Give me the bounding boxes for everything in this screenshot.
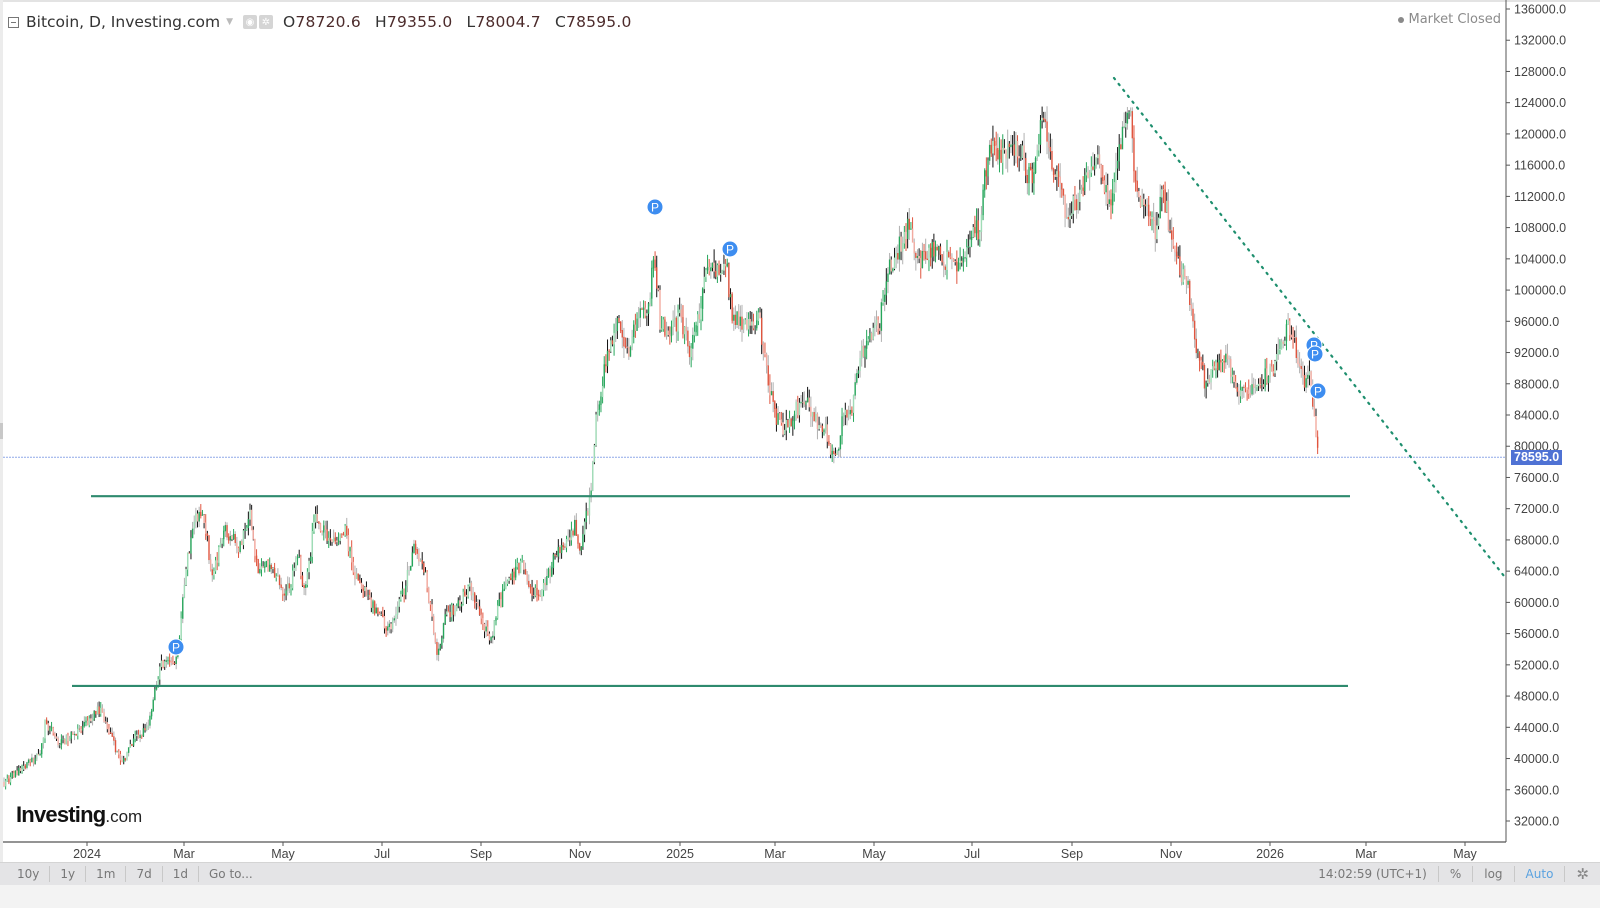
y-axis-label: 52000.0 — [1514, 658, 1559, 672]
collapse-legend-icon[interactable] — [8, 16, 19, 28]
left-resize-handle[interactable] — [0, 423, 3, 439]
clock-time[interactable]: 14:02:59 (UTC+1) — [1318, 867, 1427, 881]
x-axis-label: 2026 — [1256, 847, 1284, 861]
y-axis-label: 60000.0 — [1514, 596, 1559, 610]
resistance-trendline[interactable] — [1112, 76, 1506, 578]
x-axis-label: Sep — [1061, 847, 1083, 861]
y-axis-label: 120000.0 — [1514, 127, 1566, 141]
y-axis-label: 128000.0 — [1514, 65, 1566, 79]
y-axis-label: 40000.0 — [1514, 752, 1559, 766]
event-marker-label: P — [172, 641, 180, 655]
event-marker-icon[interactable] — [167, 638, 185, 656]
y-axis-label: 36000.0 — [1514, 783, 1559, 797]
x-axis-label: Mar — [173, 847, 195, 861]
settings-gear-icon[interactable]: ✲ — [258, 15, 273, 29]
y-axis-label: 56000.0 — [1514, 627, 1559, 641]
goto-button[interactable]: Go to... — [208, 867, 253, 881]
x-axis-label: 2024 — [73, 847, 101, 861]
x-axis-label: May — [1453, 847, 1477, 861]
event-marker-icon[interactable] — [721, 240, 739, 258]
visibility-icon[interactable]: ◉ — [242, 15, 257, 29]
open-key: O — [282, 13, 296, 31]
y-axis-label: 112000.0 — [1514, 190, 1565, 204]
event-marker-label: P — [651, 201, 659, 215]
event-marker-label: P — [726, 243, 734, 257]
range-10y-button[interactable]: 10y — [0, 866, 51, 882]
x-axis-label: Nov — [569, 847, 592, 861]
y-axis-label: 124000.0 — [1514, 96, 1566, 110]
y-axis-label: 68000.0 — [1514, 533, 1559, 547]
y-axis-label: 136000.0 — [1514, 3, 1566, 17]
logo-brand: Investing — [16, 802, 106, 827]
y-axis-label: 64000.0 — [1514, 565, 1559, 579]
logo-suffix: .com — [105, 807, 143, 826]
x-axis-label: Sep — [470, 847, 492, 861]
y-axis-label: 116000.0 — [1514, 159, 1565, 173]
close-value: 78595.0 — [566, 13, 632, 31]
high-key: H — [375, 13, 387, 31]
status-dot-icon — [1397, 16, 1404, 23]
x-axis-label: 2025 — [666, 847, 694, 861]
y-axis-label: 88000.0 — [1514, 377, 1559, 391]
range-1y-button[interactable]: 1y — [50, 866, 87, 882]
log-scale-toggle[interactable]: log — [1472, 866, 1513, 882]
y-axis-label: 108000.0 — [1514, 221, 1566, 235]
range-1m-button[interactable]: 1m — [86, 866, 127, 882]
bottom-strip — [0, 885, 1600, 908]
x-axis-label: May — [271, 847, 295, 861]
y-axis-label: 104000.0 — [1514, 252, 1566, 266]
low-key: L — [466, 13, 476, 31]
y-axis-label: 32000.0 — [1514, 815, 1559, 829]
percent-scale-toggle[interactable]: % — [1437, 866, 1472, 882]
top-border — [0, 0, 1600, 2]
market-status: Market Closed — [1397, 12, 1502, 27]
ohlc-values: O78720.6 H79355.0 L78004.7 C78595.0 — [283, 13, 641, 31]
low-value: 78004.7 — [475, 13, 541, 31]
event-marker-label: P — [1311, 348, 1319, 362]
high-value: 79355.0 — [386, 13, 453, 31]
event-marker-icon[interactable] — [1306, 345, 1324, 363]
chart-legend: Bitcoin, D, Investing.com ▼ ◉ ✲ O78720.6… — [8, 11, 641, 33]
y-axis-label: 44000.0 — [1514, 721, 1559, 735]
investing-logo: Investing.com — [16, 802, 142, 828]
last-price-tag: 78595.0 — [1511, 449, 1563, 465]
symbol-title[interactable]: Bitcoin, D, Investing.com — [26, 13, 221, 31]
x-axis-label: Mar — [764, 847, 786, 861]
x-axis-label: Jul — [374, 847, 390, 861]
y-axis-label: 92000.0 — [1514, 346, 1559, 360]
auto-scale-toggle[interactable]: Auto — [1513, 866, 1565, 882]
y-axis-label: 48000.0 — [1514, 690, 1559, 704]
x-axis-label: Jul — [964, 847, 980, 861]
y-axis-label: 72000.0 — [1514, 502, 1559, 516]
chevron-down-icon[interactable]: ▼ — [226, 17, 233, 27]
y-axis-label: 84000.0 — [1514, 409, 1559, 423]
close-key: C — [555, 13, 567, 31]
x-axis-label: May — [862, 847, 886, 861]
chart-settings-gear-icon[interactable]: ✲ — [1564, 866, 1600, 882]
event-marker-label: P — [1314, 385, 1322, 399]
market-status-text: Market Closed — [1408, 12, 1502, 27]
range-1d-button[interactable]: 1d — [163, 866, 199, 882]
y-axis-label: 96000.0 — [1514, 315, 1559, 329]
bottom-toolbar: 10y 1y 1m 7d 1d Go to... 14:02:59 (UTC+1… — [0, 862, 1600, 885]
event-marker-label: P — [1310, 339, 1318, 353]
range-7d-button[interactable]: 7d — [126, 866, 163, 882]
y-axis-label: 132000.0 — [1514, 34, 1566, 48]
open-value: 78720.6 — [295, 13, 361, 31]
price-chart[interactable]: PPPPPP136000.0132000.0128000.0124000.012… — [0, 0, 1600, 862]
event-marker-icon[interactable] — [646, 198, 664, 216]
event-marker-icon[interactable] — [1309, 382, 1327, 400]
x-axis-label: Nov — [1160, 847, 1183, 861]
y-axis-label: 76000.0 — [1514, 471, 1559, 485]
x-axis-label: Mar — [1355, 847, 1377, 861]
y-axis-label: 100000.0 — [1514, 284, 1566, 298]
